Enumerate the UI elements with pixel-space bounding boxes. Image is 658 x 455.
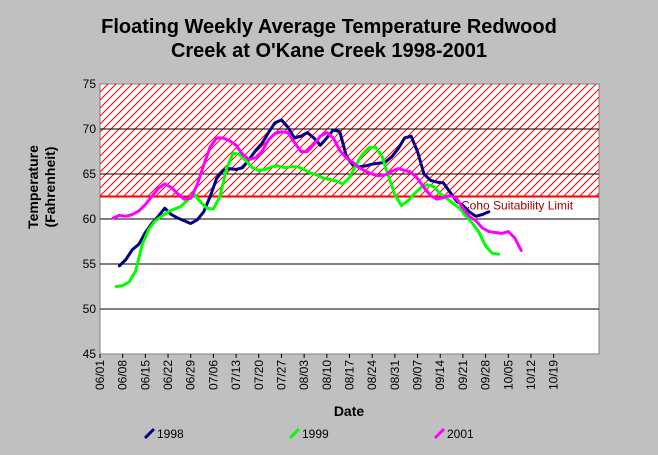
y-tick-label: 55 (83, 257, 97, 271)
x-tick-label: 10/05 (501, 360, 515, 390)
series-line-2001 (111, 130, 523, 252)
x-tick-label: 09/28 (479, 360, 493, 390)
chart-title-line-2: Creek at O'Kane Creek 1998-2001 (171, 40, 487, 62)
x-tick-label: 09/07 (411, 360, 425, 390)
x-tick-label: 10/19 (547, 360, 561, 390)
legend-swatch-1999 (288, 427, 301, 440)
legend-label-2001: 2001 (447, 427, 474, 441)
legend-label-1999: 1999 (302, 427, 329, 441)
x-tick-label: 07/06 (206, 360, 220, 390)
legend: 1998 1999 2001 (143, 427, 474, 441)
legend-swatch-1998 (143, 427, 156, 440)
y-tick-label: 45 (83, 347, 97, 361)
x-tick-label: 08/24 (365, 360, 379, 390)
x-tick-label: 06/15 (138, 360, 152, 390)
y-tick-label: 50 (83, 302, 97, 316)
coho-suitability-limit-label: Coho Suitability Limit (461, 199, 574, 213)
x-tick-label: 06/01 (93, 360, 107, 390)
y-tick-label: 75 (83, 77, 97, 91)
x-tick-label: 10/12 (524, 360, 538, 390)
y-tick-label: 60 (83, 212, 97, 226)
x-tick-label: 06/22 (161, 360, 175, 390)
x-tick-label: 06/29 (184, 360, 198, 390)
x-tick-label: 09/21 (456, 360, 470, 390)
y-axis-label-line-1: Temperature (25, 145, 41, 229)
x-axis-label: Date (334, 403, 365, 419)
y-tick-label: 65 (83, 167, 97, 181)
x-tick-label: 08/10 (320, 360, 334, 390)
series-line-1998 (117, 118, 491, 268)
chart-title-line-1: Floating Weekly Average Temperature Redw… (101, 16, 557, 38)
x-tick-label: 07/13 (229, 360, 243, 390)
x-tick-label: 07/20 (252, 360, 266, 390)
legend-swatch-2001 (433, 427, 446, 440)
y-tick-label: 70 (83, 122, 97, 136)
x-tick-label: 08/17 (343, 360, 357, 390)
y-axis-label-line-2: (Fahrenheit) (42, 147, 58, 228)
series-line-1999 (114, 145, 501, 288)
x-tick-label: 08/31 (388, 360, 402, 390)
x-tick-label: 07/27 (274, 360, 288, 390)
x-tick-label: 06/08 (116, 360, 130, 390)
legend-label-1998: 1998 (157, 427, 184, 441)
x-tick-label: 08/03 (297, 360, 311, 390)
x-tick-label: 09/14 (433, 360, 447, 390)
